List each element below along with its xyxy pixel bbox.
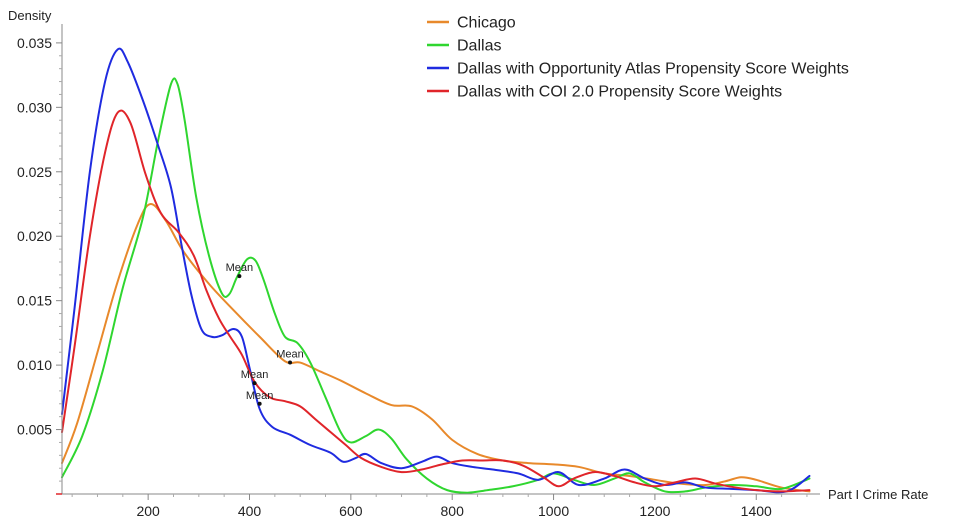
y-tick-label: 0.035 bbox=[17, 35, 52, 51]
y-tick-label: 0.025 bbox=[17, 164, 52, 180]
mean-annotations: Mean Mean Mean Mean bbox=[226, 262, 304, 406]
legend-label-dallas-with-opportunity-atlas-propensity-score-weights: Dallas with Opportunity Atlas Propensity… bbox=[457, 61, 849, 78]
legend: Chicago Dallas Dallas with Opportunity Atl… bbox=[427, 15, 849, 101]
mean-label: Mean bbox=[241, 369, 269, 381]
mean-point bbox=[288, 360, 293, 365]
series-line-dallas bbox=[61, 77, 811, 494]
mean-point bbox=[237, 274, 242, 279]
x-axis-title: Part I Crime Rate bbox=[828, 487, 928, 502]
mean-point bbox=[257, 401, 262, 406]
y-ticks: 0.005 0.010 0.015 0.020 0.025 0.030 0.035 bbox=[17, 35, 62, 482]
y-tick-label: 0.020 bbox=[17, 228, 52, 244]
x-ticks: 200 400 600 800 1000 1200 1400 bbox=[71, 494, 808, 516]
mean-point bbox=[252, 381, 257, 386]
series-lines bbox=[61, 47, 811, 494]
legend-label-dallas-with-coi-2-0-propensity-score-weights: Dallas with COI 2.0 Propensity Score Wei… bbox=[457, 84, 782, 101]
x-tick-label: 800 bbox=[441, 503, 465, 516]
x-tick-label: 1400 bbox=[741, 503, 772, 516]
x-tick-label: 400 bbox=[238, 503, 262, 516]
legend-label-dallas: Dallas bbox=[457, 38, 501, 55]
x-tick-label: 600 bbox=[339, 503, 363, 516]
y-axis-title: Density bbox=[8, 8, 52, 23]
legend-label-chicago: Chicago bbox=[457, 15, 516, 32]
mean-label: Mean bbox=[276, 349, 304, 361]
series-line-dallas-with-opportunity-atlas-propensity-score-weights bbox=[61, 47, 811, 494]
x-tick-label: 1000 bbox=[538, 503, 569, 516]
series-line-dallas-with-coi-2-0-propensity-score-weights bbox=[61, 109, 811, 493]
mean-label: Mean bbox=[246, 390, 274, 402]
y-tick-label: 0.030 bbox=[17, 99, 52, 115]
x-tick-label: 200 bbox=[136, 503, 160, 516]
y-tick-label: 0.010 bbox=[17, 357, 52, 373]
mean-label: Mean bbox=[226, 262, 254, 274]
axes: 200 400 600 800 1000 1200 1400 0.005 0.010 0.015… bbox=[8, 8, 928, 516]
series-line-chicago bbox=[61, 203, 811, 493]
y-tick-label: 0.015 bbox=[17, 293, 52, 309]
x-tick-label: 1200 bbox=[639, 503, 670, 516]
y-tick-label: 0.005 bbox=[17, 422, 52, 438]
